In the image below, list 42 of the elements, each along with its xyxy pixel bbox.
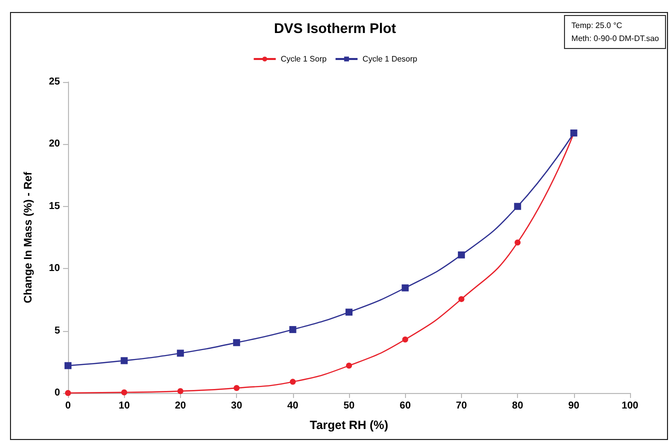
point: [402, 336, 408, 343]
chart-title: DVS Isotherm Plot: [274, 20, 396, 36]
point: [290, 378, 296, 385]
point: [514, 202, 522, 210]
x-tick-label: 30: [231, 400, 243, 412]
point: [233, 339, 240, 346]
y-tick-label: 5: [54, 325, 60, 336]
x-tick-label: 10: [118, 400, 130, 412]
point: [514, 239, 521, 246]
point: [176, 350, 184, 357]
point: [234, 385, 240, 392]
x-tick-label: 50: [343, 400, 355, 412]
point: [458, 296, 464, 302]
y-tick-label: 25: [48, 76, 60, 88]
point: [458, 251, 465, 258]
point: [65, 390, 71, 396]
x-tick-label: 0: [65, 400, 72, 412]
y-tick-label: 20: [48, 138, 60, 150]
x-axis-title: Target RH (%): [310, 418, 388, 432]
legend-label: Cycle 1 Sorp: [280, 54, 328, 64]
text: Meth: 0-90-0 DM-DT.sao: [571, 33, 659, 45]
y-axis-title: Change In Mass (%) - Ref: [22, 171, 34, 304]
point: [346, 362, 352, 369]
x-tick-label: 90: [568, 400, 580, 412]
point: [289, 326, 296, 334]
text: Temp: 25.0 °C: [571, 20, 624, 32]
point: [120, 357, 128, 364]
point: [402, 284, 409, 292]
y-tick-label: 10: [48, 263, 60, 274]
x-tick-label: 80: [512, 400, 524, 412]
x-tick-label: 100: [622, 400, 639, 412]
point: [346, 308, 352, 316]
point: [121, 389, 128, 396]
y-tick-label: 0: [54, 388, 60, 398]
x-tick-label: 70: [456, 400, 468, 412]
x-tick-label: 40: [287, 400, 299, 412]
point: [177, 388, 184, 394]
legend-label: Cycle 1 Desorp: [362, 54, 418, 64]
x-tick-label: 60: [400, 400, 412, 412]
x-tick-label: 20: [174, 400, 186, 412]
y-tick-label: 15: [48, 200, 60, 212]
point: [64, 362, 72, 370]
